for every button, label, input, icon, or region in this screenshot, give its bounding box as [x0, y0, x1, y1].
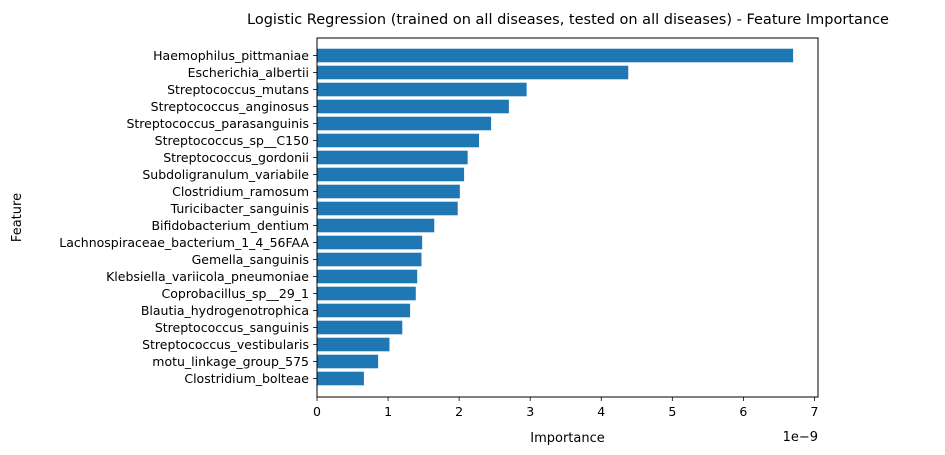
y-tick-label: motu_linkage_group_575	[152, 354, 309, 369]
y-tick-label: Subdoligranulum_variabile	[142, 167, 309, 182]
bar-streptococcus-mutans	[317, 82, 527, 97]
y-tick-label: Coprobacillus_sp__29_1	[162, 286, 309, 301]
bar-clostridium-bolteae	[317, 371, 364, 386]
y-tick-label: Lachnospiraceae_bacterium_1_4_56FAA	[59, 235, 309, 250]
bar-streptococcus-gordonii	[317, 150, 468, 165]
y-tick-label: Streptococcus_sp__C150	[155, 133, 309, 148]
y-tick-label: Streptococcus_parasanguinis	[126, 116, 309, 131]
y-tick-label: Streptococcus_gordonii	[163, 150, 309, 165]
bar-bifidobacterium-dentium	[317, 218, 435, 233]
bar-clostridium-ramosum	[317, 184, 460, 199]
x-tick-label: 4	[597, 404, 605, 419]
bar-subdoligranulum-variabile	[317, 167, 465, 182]
x-axis-scale-label: 1e−9	[783, 430, 818, 445]
x-axis-label: Importance	[530, 431, 605, 446]
x-tick-label: 2	[455, 404, 463, 419]
x-tick-label: 7	[810, 404, 818, 419]
bar-escherichia-albertii	[317, 65, 629, 80]
y-tick-label: Clostridium_ramosum	[172, 184, 309, 199]
bar-streptococcus-parasanguinis	[317, 116, 492, 131]
bar-coprobacillus-sp-29-1	[317, 286, 416, 301]
bar-streptococcus-sp-c150	[317, 133, 480, 148]
x-tick-label: 5	[668, 404, 676, 419]
plot-frame	[316, 37, 819, 398]
bars-group	[317, 48, 794, 386]
bar-motu-linkage-group-575	[317, 354, 379, 369]
y-tick-label: Clostridium_bolteae	[184, 371, 309, 386]
bar-streptococcus-vestibularis	[317, 337, 390, 352]
x-tick-label: 3	[526, 404, 534, 419]
y-tick-label: Bifidobacterium_dentium	[151, 218, 309, 233]
chart-title: Logistic Regression (trained on all dise…	[247, 12, 889, 28]
x-ticks: 0 1 2 3 4 5 6 7	[313, 397, 818, 419]
y-tick-label: Gemella_sanguinis	[192, 252, 309, 267]
y-tick-label: Turicibacter_sanguinis	[170, 201, 309, 216]
bar-haemophilus-pittmaniae	[317, 48, 794, 63]
x-tick-label: 1	[384, 404, 392, 419]
bar-streptococcus-sanguinis	[317, 320, 403, 335]
bar-blautia-hydrogenotrophica	[317, 303, 411, 318]
y-tick-label: Streptococcus_vestibularis	[142, 337, 309, 352]
bar-turicibacter-sanguinis	[317, 201, 458, 216]
y-tick-label: Escherichia_albertii	[188, 65, 309, 80]
y-tick-label: Streptococcus_mutans	[167, 82, 309, 97]
y-tick-labels: Haemophilus_pittmaniae Escherichia_albert…	[59, 48, 317, 386]
y-tick-label: Streptococcus_sanguinis	[155, 320, 309, 335]
x-tick-label: 0	[313, 404, 321, 419]
y-tick-label: Haemophilus_pittmaniae	[153, 48, 309, 63]
bar-klebsiella-variicola-pneumoniae	[317, 269, 418, 284]
y-tick-label: Streptococcus_anginosus	[151, 99, 309, 114]
y-tick-label: Blautia_hydrogenotrophica	[141, 303, 309, 318]
bar-streptococcus-anginosus	[317, 99, 509, 114]
bar-lachnospiraceae-bacterium-1-4-56faa	[317, 235, 423, 250]
x-tick-label: 6	[739, 404, 747, 419]
y-tick-label: Klebsiella_variicola_pneumoniae	[106, 269, 309, 284]
bar-gemella-sanguinis	[317, 252, 422, 267]
y-axis-label: Feature	[10, 193, 25, 242]
